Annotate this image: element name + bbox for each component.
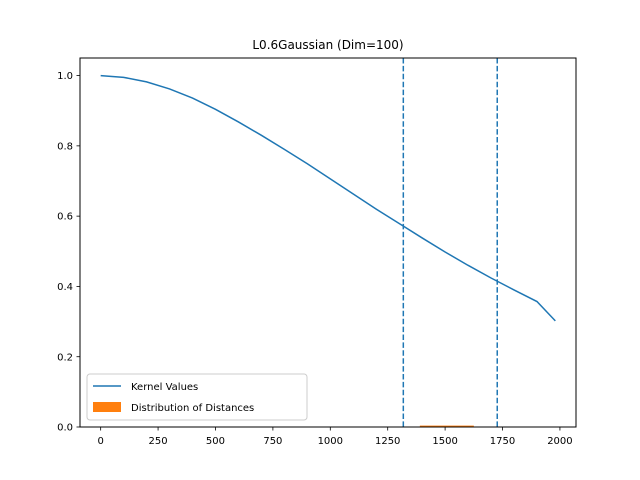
x-tick-label: 250 — [149, 436, 168, 447]
x-tick-label: 750 — [263, 436, 282, 447]
x-axis: 0 250 500 750 1000 1250 1500 1750 2000 — [97, 427, 573, 447]
plot-area — [100, 58, 556, 428]
x-tick-label: 1000 — [318, 436, 343, 447]
legend: Kernel Values Distribution of Distances — [86, 373, 308, 421]
y-tick-label: 0.6 — [57, 212, 73, 223]
x-tick-label: 2000 — [547, 436, 572, 447]
y-tick-label: 0.8 — [57, 141, 73, 152]
x-tick-label: 1250 — [375, 436, 400, 447]
y-tick-label: 0.2 — [57, 352, 73, 363]
legend-label-distribution: Distribution of Distances — [131, 403, 254, 414]
x-tick-label: 1750 — [490, 436, 515, 447]
legend-box — [86, 373, 308, 421]
x-tick-label: 0 — [97, 436, 103, 447]
legend-label-kernel-values: Kernel Values — [131, 382, 198, 393]
histogram-bar — [419, 425, 474, 428]
y-tick-label: 0.0 — [57, 423, 73, 434]
axes-frame — [79, 57, 577, 428]
chart-title: L0.6Gaussian (Dim=100) — [252, 38, 403, 52]
x-tick-label: 500 — [206, 436, 225, 447]
legend-patch-swatch — [93, 402, 121, 412]
kernel-values-line — [100, 74, 556, 322]
y-tick-label: 0.4 — [57, 282, 73, 293]
y-tick-label: 1.0 — [57, 71, 73, 82]
y-axis: 0.0 0.2 0.4 0.6 0.8 1.0 — [57, 71, 80, 434]
x-tick-label: 1500 — [432, 436, 457, 447]
